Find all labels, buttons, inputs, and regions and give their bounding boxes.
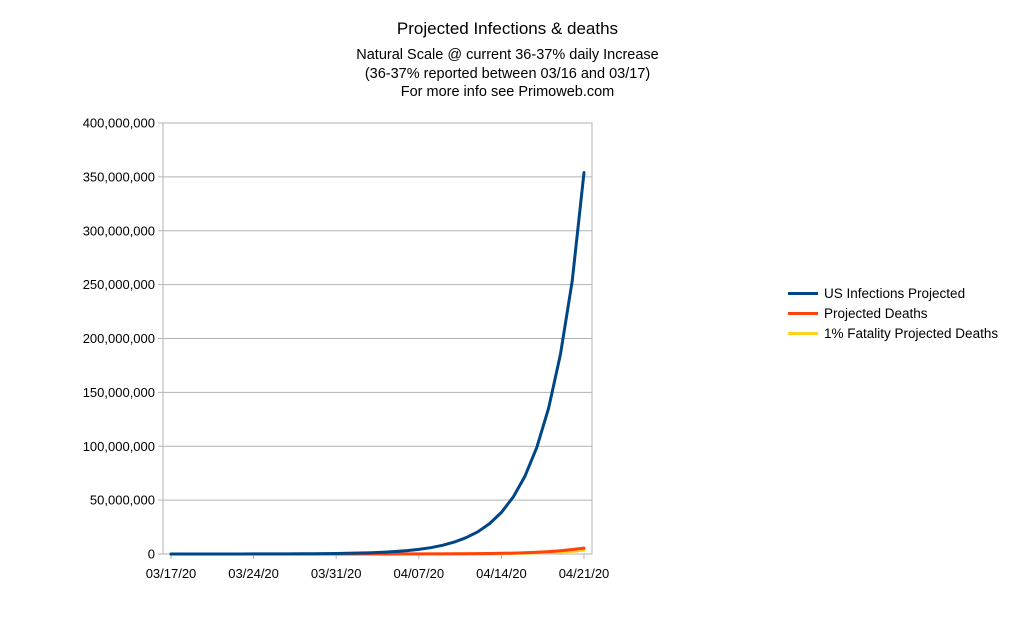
legend-swatch [788, 331, 818, 335]
y-tick-label: 100,000,000 [83, 439, 155, 454]
legend-swatch [788, 311, 818, 315]
chart-title: Projected Infections & deaths [396, 19, 619, 38]
y-tick-label: 350,000,000 [83, 169, 155, 184]
legend-label: 1% Fatality Projected Deaths [824, 325, 999, 341]
chart-subtitle-line-3: For more info see Primoweb.com [400, 84, 615, 100]
y-tick-label: 400,000,000 [83, 116, 155, 131]
legend-item: US Infections Projected [788, 283, 998, 303]
y-tick-label: 0 [148, 547, 155, 562]
x-tick-label: 03/17/20 [146, 566, 197, 581]
legend-item: Projected Deaths [788, 303, 998, 323]
y-tick-label: 200,000,000 [83, 331, 155, 346]
series-line [169, 171, 586, 556]
x-tick-label: 04/07/20 [393, 566, 444, 581]
x-tick-label: 04/14/20 [476, 566, 527, 581]
x-tick-label: 03/24/20 [228, 566, 279, 581]
y-tick-label: 300,000,000 [83, 223, 155, 238]
y-tick-label: 150,000,000 [83, 385, 155, 400]
legend-item: 1% Fatality Projected Deaths [788, 323, 998, 343]
y-tick-label: 250,000,000 [83, 277, 155, 292]
chart-legend: US Infections Projected Projected Deaths 1… [788, 283, 998, 343]
legend-label: US Infections Projected [824, 285, 966, 301]
x-tick-label: 04/21/20 [559, 566, 610, 581]
y-tick-label: 50,000,000 [90, 493, 155, 508]
chart-subtitle-line-2: (36-37% reported between 03/16 and 03/17… [364, 66, 651, 82]
chart-subtitle-line-1: Natural Scale @ current 36-37% daily Inc… [356, 47, 659, 63]
legend-swatch [788, 291, 818, 295]
x-tick-label: 03/31/20 [311, 566, 362, 581]
legend-label: Projected Deaths [824, 305, 928, 321]
